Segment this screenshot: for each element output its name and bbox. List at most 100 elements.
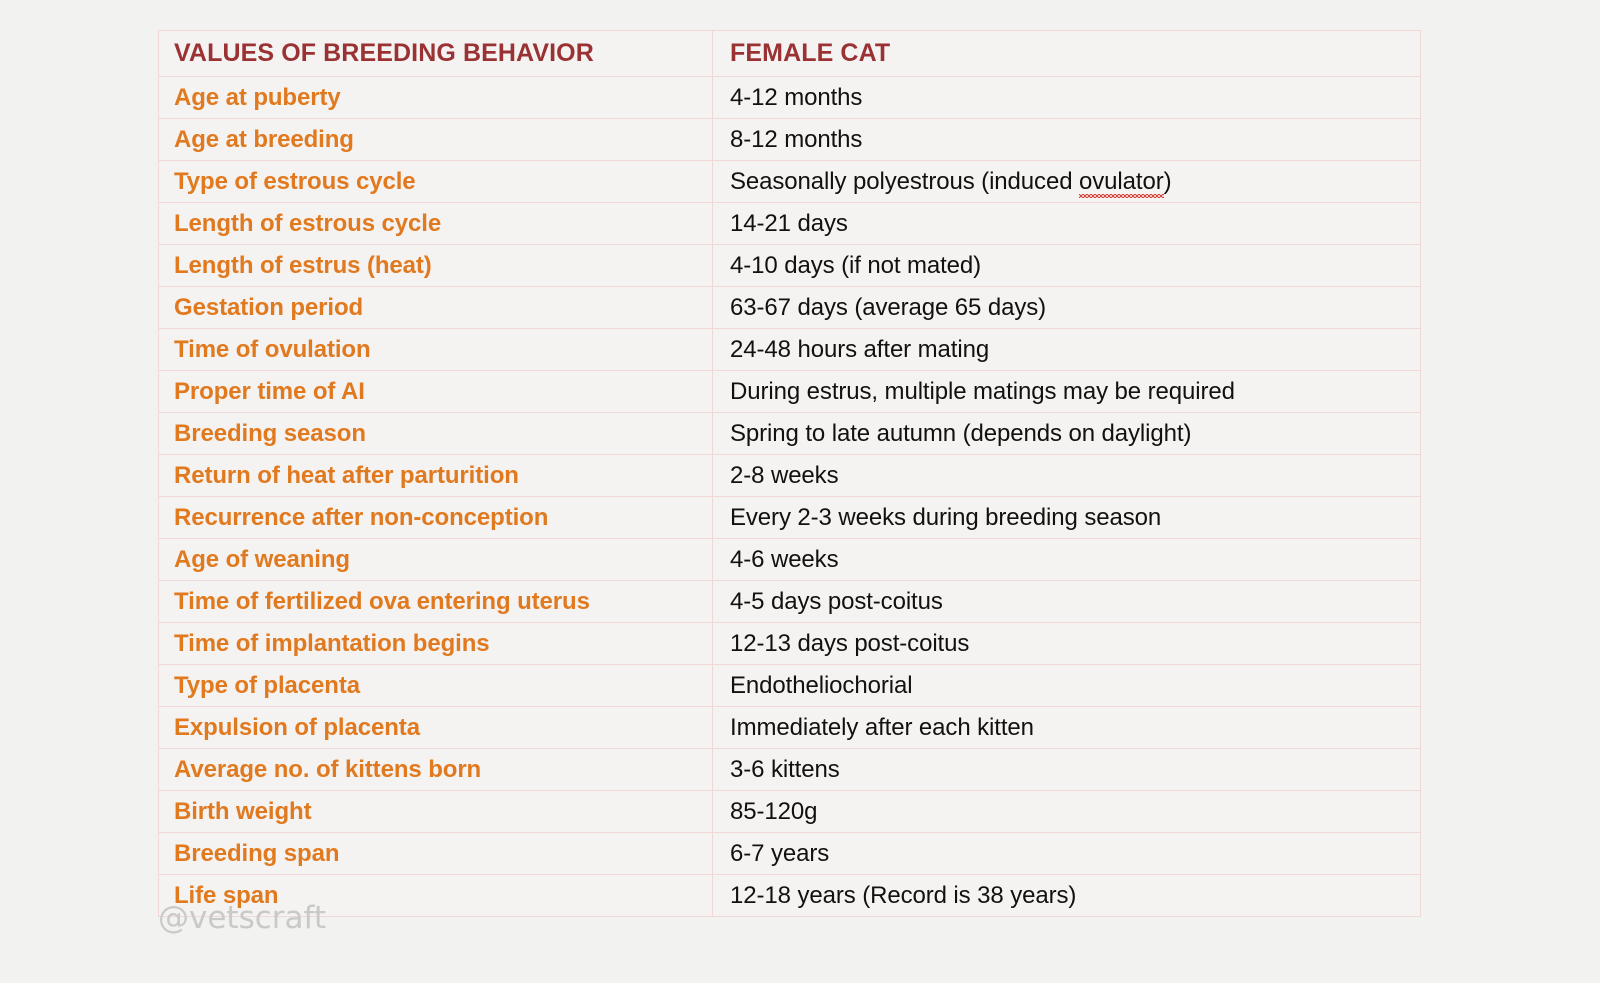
row-value-cell: 63-67 days (average 65 days) xyxy=(712,286,1421,329)
table-row: Time of fertilized ova entering uterus 4-… xyxy=(158,580,1421,623)
row-label-cell: Age at breeding xyxy=(158,118,713,161)
row-value-cell: Seasonally polyestrous (induced ovulator… xyxy=(712,160,1421,203)
row-label-text: Age at puberty xyxy=(174,83,341,111)
row-label-cell: Time of fertilized ova entering uterus xyxy=(158,580,713,623)
row-value-text: 3-6 kittens xyxy=(730,755,840,783)
table-row: Life span 12-18 years (Record is 38 years… xyxy=(158,874,1421,917)
row-label-text: Time of fertilized ova entering uterus xyxy=(174,587,590,615)
row-label-cell: Age of weaning xyxy=(158,538,713,581)
row-label-cell: Time of ovulation xyxy=(158,328,713,371)
row-label-text: Type of placenta xyxy=(174,671,360,699)
row-value-cell: 8-12 months xyxy=(712,118,1421,161)
row-value-text: Seasonally polyestrous (induced ovulator… xyxy=(730,167,1172,198)
row-label-text: Life span xyxy=(174,881,279,909)
table-body: Age at puberty 4-12 months Age at breeding… xyxy=(158,76,1421,917)
row-label-text: Gestation period xyxy=(174,293,364,321)
row-label-cell: Type of estrous cycle xyxy=(158,160,713,203)
table-row: Gestation period 63-67 days (average 65 d… xyxy=(158,286,1421,329)
row-value-text: 24-48 hours after mating xyxy=(730,335,990,363)
table-row: Expulsion of placenta Immediately after e… xyxy=(158,706,1421,749)
row-value-text: Every 2-3 weeks during breeding season xyxy=(730,503,1162,531)
row-value-text: 12-18 years (Record is 38 years) xyxy=(730,881,1077,909)
row-label-text: Average no. of kittens born xyxy=(174,755,482,783)
row-label-text: Length of estrus (heat) xyxy=(174,251,432,279)
row-label-cell: Birth weight xyxy=(158,790,713,833)
row-value-cell: 12-18 years (Record is 38 years) xyxy=(712,874,1421,917)
column-header-female-cat: FEMALE CAT xyxy=(712,30,1421,77)
row-label-cell: Proper time of AI xyxy=(158,370,713,413)
row-label-cell: Length of estrous cycle xyxy=(158,202,713,245)
row-label-text: Length of estrous cycle xyxy=(174,209,442,237)
row-label-text: Proper time of AI xyxy=(174,377,365,405)
table-row: Age at breeding 8-12 months xyxy=(158,118,1421,161)
row-value-cell: 3-6 kittens xyxy=(712,748,1421,791)
row-value-text: During estrus, multiple matings may be r… xyxy=(730,377,1235,405)
table-row: Time of ovulation 24-48 hours after matin… xyxy=(158,328,1421,371)
row-label-cell: Age at puberty xyxy=(158,76,713,119)
table-row: Type of estrous cycle Seasonally polyestr… xyxy=(158,160,1421,203)
row-value-text: 4-5 days post-coitus xyxy=(730,587,943,615)
row-value-cell: 4-12 months xyxy=(712,76,1421,119)
row-label-text: Age at breeding xyxy=(174,125,354,153)
row-value-cell: 2-8 weeks xyxy=(712,454,1421,497)
row-label-cell: Length of estrus (heat) xyxy=(158,244,713,287)
table-row: Breeding season Spring to late autumn (de… xyxy=(158,412,1421,455)
row-value-cell: Spring to late autumn (depends on daylig… xyxy=(712,412,1421,455)
table-row: Age of weaning 4-6 weeks xyxy=(158,538,1421,581)
row-value-text: 4-10 days (if not mated) xyxy=(730,251,982,279)
row-label-cell: Time of implantation begins xyxy=(158,622,713,665)
table-header-row: VALUES OF BREEDING BEHAVIOR FEMALE CAT xyxy=(158,30,1421,77)
row-label-text: Breeding season xyxy=(174,419,366,447)
row-label-cell: Expulsion of placenta xyxy=(158,706,713,749)
row-label-text: Age of weaning xyxy=(174,545,350,573)
row-value-cell: 4-10 days (if not mated) xyxy=(712,244,1421,287)
row-label-cell: Breeding season xyxy=(158,412,713,455)
row-value-cell: 14-21 days xyxy=(712,202,1421,245)
column-header-label-text: VALUES OF BREEDING BEHAVIOR xyxy=(174,39,594,67)
row-label-text: Time of implantation begins xyxy=(174,629,490,657)
table-row: Length of estrous cycle 14-21 days xyxy=(158,202,1421,245)
row-value-cell: 4-5 days post-coitus xyxy=(712,580,1421,623)
row-value-text: 12-13 days post-coitus xyxy=(730,629,970,657)
row-label-cell: Return of heat after parturition xyxy=(158,454,713,497)
row-value-text: 4-12 months xyxy=(730,83,863,111)
row-value-text: Spring to late autumn (depends on daylig… xyxy=(730,419,1192,447)
table-row: Recurrence after non-conception Every 2-3… xyxy=(158,496,1421,539)
row-value-cell: 12-13 days post-coitus xyxy=(712,622,1421,665)
row-label-cell: Type of placenta xyxy=(158,664,713,707)
row-label-text: Type of estrous cycle xyxy=(174,167,416,195)
column-header-value-text: FEMALE CAT xyxy=(730,39,891,67)
row-value-text: 2-8 weeks xyxy=(730,461,839,489)
row-label-cell: Average no. of kittens born xyxy=(158,748,713,791)
table-row: Average no. of kittens born 3-6 kittens xyxy=(158,748,1421,791)
table-row: Age at puberty 4-12 months xyxy=(158,76,1421,119)
table-header: VALUES OF BREEDING BEHAVIOR FEMALE CAT xyxy=(158,30,1421,77)
row-value-cell: Every 2-3 weeks during breeding season xyxy=(712,496,1421,539)
row-value-cell: 85-120g xyxy=(712,790,1421,833)
table-row: Length of estrus (heat) 4-10 days (if not… xyxy=(158,244,1421,287)
row-label-cell: Breeding span xyxy=(158,832,713,875)
table-row: Type of placenta Endotheliochorial xyxy=(158,664,1421,707)
row-value-cell: Immediately after each kitten xyxy=(712,706,1421,749)
row-value-text: Immediately after each kitten xyxy=(730,713,1034,741)
row-value-text: 63-67 days (average 65 days) xyxy=(730,293,1047,321)
row-value-cell: 24-48 hours after mating xyxy=(712,328,1421,371)
row-value-text: 8-12 months xyxy=(730,125,863,153)
table-row: Return of heat after parturition 2-8 week… xyxy=(158,454,1421,497)
row-label-text: Recurrence after non-conception xyxy=(174,503,549,531)
breeding-behavior-table: VALUES OF BREEDING BEHAVIOR FEMALE CAT A… xyxy=(158,30,1421,917)
row-value-text: 4-6 weeks xyxy=(730,545,839,573)
row-value-text: 6-7 years xyxy=(730,839,830,867)
table-row: Time of implantation begins 12-13 days po… xyxy=(158,622,1421,665)
row-value-cell: 6-7 years xyxy=(712,832,1421,875)
row-value-cell: During estrus, multiple matings may be r… xyxy=(712,370,1421,413)
spellcheck-flagged-word: ovulator xyxy=(1079,167,1164,198)
row-value-text: Endotheliochorial xyxy=(730,671,913,699)
row-label-cell: Gestation period xyxy=(158,286,713,329)
table-row: Proper time of AI During estrus, multiple… xyxy=(158,370,1421,413)
row-label-text: Return of heat after parturition xyxy=(174,461,519,489)
row-value-cell: Endotheliochorial xyxy=(712,664,1421,707)
row-label-cell: Recurrence after non-conception xyxy=(158,496,713,539)
watermark-vetscraft: @vetscraft xyxy=(158,900,327,936)
